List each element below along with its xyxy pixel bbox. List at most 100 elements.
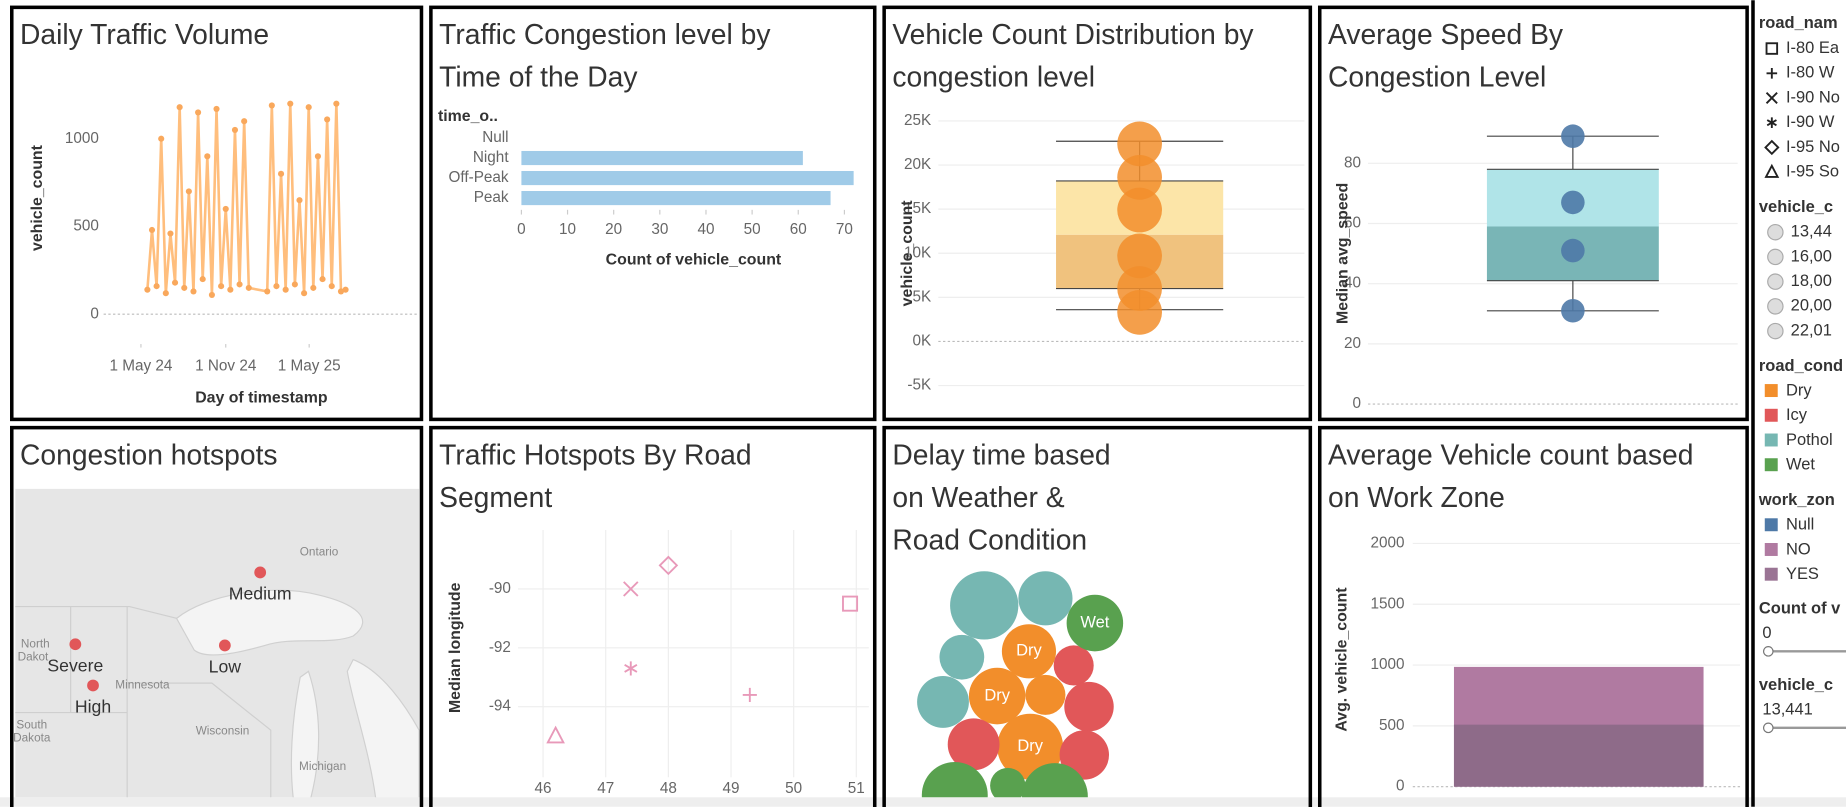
legend-item[interactable]: Dry	[1786, 381, 1812, 399]
point	[1117, 121, 1162, 167]
bubble[interactable]	[1001, 624, 1057, 679]
point	[1561, 190, 1585, 215]
place-label: Dakot	[18, 650, 49, 663]
panel-title: Time of the Day	[439, 61, 638, 93]
bar[interactable]	[1453, 724, 1704, 787]
bubble[interactable]	[1021, 763, 1088, 807]
bubble[interactable]	[1053, 645, 1094, 686]
point	[310, 284, 317, 291]
legend-item[interactable]: I-80 Ea	[1786, 39, 1840, 57]
point	[324, 116, 331, 123]
panel-title: congestion level	[892, 61, 1095, 93]
bubble[interactable]	[917, 676, 969, 728]
y-tick-label: 20	[1344, 335, 1361, 352]
x-tick-label: 1 May 24	[109, 357, 172, 374]
panel-title: on Weather &	[892, 481, 1064, 513]
category-header: time_o..	[438, 108, 498, 125]
y-tick-label: 1000	[65, 130, 99, 147]
slider-handle[interactable]	[1763, 646, 1774, 657]
hotspot[interactable]	[254, 566, 267, 579]
legend-item[interactable]: Pothol	[1786, 431, 1833, 449]
point	[222, 205, 229, 212]
legend-item[interactable]: I-90 No	[1786, 88, 1840, 106]
x-tick-label: 1 May 25	[278, 357, 341, 374]
legend-item[interactable]: NO	[1786, 540, 1811, 558]
panel-border	[1317, 5, 1749, 422]
legend-item[interactable]: 22,01	[1791, 321, 1832, 339]
legend-item[interactable]: I-95 So	[1786, 163, 1839, 181]
bubble[interactable]	[950, 571, 1019, 640]
point	[245, 284, 252, 291]
category-label: Peak	[474, 189, 509, 206]
y-axis-title: Avg. vehicle_count	[1333, 587, 1350, 732]
bubble[interactable]	[968, 667, 1026, 725]
x-tick-label: 10	[559, 221, 576, 238]
x-tick-label: 70	[836, 221, 853, 238]
point	[624, 661, 638, 676]
bubble-label: Dry	[1017, 737, 1043, 755]
legend-item[interactable]: Null	[1786, 516, 1814, 534]
bubble[interactable]	[997, 713, 1064, 780]
panel-border	[882, 425, 1313, 807]
bar	[521, 170, 854, 186]
legend-title: road_nam	[1759, 14, 1838, 32]
hotspot[interactable]	[69, 638, 82, 651]
marker	[1764, 139, 1780, 156]
x-tick-label: 40	[697, 221, 714, 238]
point	[1117, 233, 1162, 279]
y-tick-label: 1000	[1370, 656, 1404, 673]
legend-item[interactable]: Wet	[1786, 456, 1815, 474]
bubble[interactable]	[921, 761, 988, 807]
point	[546, 725, 565, 744]
hotspot[interactable]	[87, 679, 99, 692]
panel: Traffic Hotspots By Road Segment 46 47 48 49 5…	[439, 439, 869, 797]
point	[277, 170, 285, 177]
bubble[interactable]	[1059, 730, 1110, 780]
legend-item[interactable]: YES	[1786, 565, 1819, 583]
legend-item[interactable]: 13,44	[1791, 223, 1832, 241]
panel: Delay time based on Weather & Road Conditi…	[892, 439, 1124, 807]
legend-item[interactable]: 16,00	[1791, 247, 1832, 265]
size-swatch	[1767, 273, 1784, 290]
filter-value: 0	[1762, 624, 1771, 642]
point	[1117, 187, 1162, 233]
panel-title: Congestion Level	[1328, 61, 1546, 93]
y-tick-label: 0	[1396, 778, 1405, 795]
x-tick-label: 48	[660, 780, 677, 797]
bar	[521, 190, 831, 206]
marker	[1764, 163, 1780, 178]
point	[1561, 299, 1585, 323]
scrollbar[interactable]	[0, 797, 1846, 807]
point	[342, 286, 349, 293]
panel-title: Congestion hotspots	[20, 439, 278, 471]
point	[158, 135, 165, 142]
legend-item[interactable]: 20,00	[1791, 297, 1832, 315]
legend-item[interactable]: I-95 No	[1786, 138, 1840, 156]
point	[842, 595, 859, 612]
point	[742, 687, 757, 702]
point	[162, 290, 169, 297]
color-swatch	[1764, 458, 1778, 472]
bubble[interactable]	[1025, 674, 1066, 715]
legend-item[interactable]: I-80 W	[1786, 64, 1835, 82]
y-axis-title: Median avg_speed	[1334, 183, 1351, 324]
panel: Average Speed By Congestion Level 0 20 40 60 8…	[1328, 18, 1738, 412]
borders	[15, 605, 272, 798]
point	[227, 286, 234, 293]
legend-item[interactable]: 18,00	[1791, 272, 1832, 290]
bubble[interactable]	[990, 767, 1026, 803]
bubble[interactable]	[1018, 571, 1073, 626]
legend-item[interactable]: I-90 W	[1786, 113, 1835, 131]
slider-handle[interactable]	[1763, 722, 1774, 734]
hotspot[interactable]	[218, 639, 231, 652]
bubble[interactable]	[1064, 681, 1114, 732]
bubble[interactable]	[939, 634, 985, 680]
panel-title: Daily Traffic Volume	[20, 18, 269, 50]
bubble[interactable]	[947, 718, 1000, 771]
legend-item[interactable]: Icy	[1786, 406, 1808, 424]
filter-value: 13,441	[1762, 701, 1812, 719]
hotspot-label: High	[75, 696, 111, 716]
bubble[interactable]	[1066, 594, 1124, 652]
y-tick-label: 60	[1344, 215, 1361, 232]
point	[1117, 155, 1162, 200]
